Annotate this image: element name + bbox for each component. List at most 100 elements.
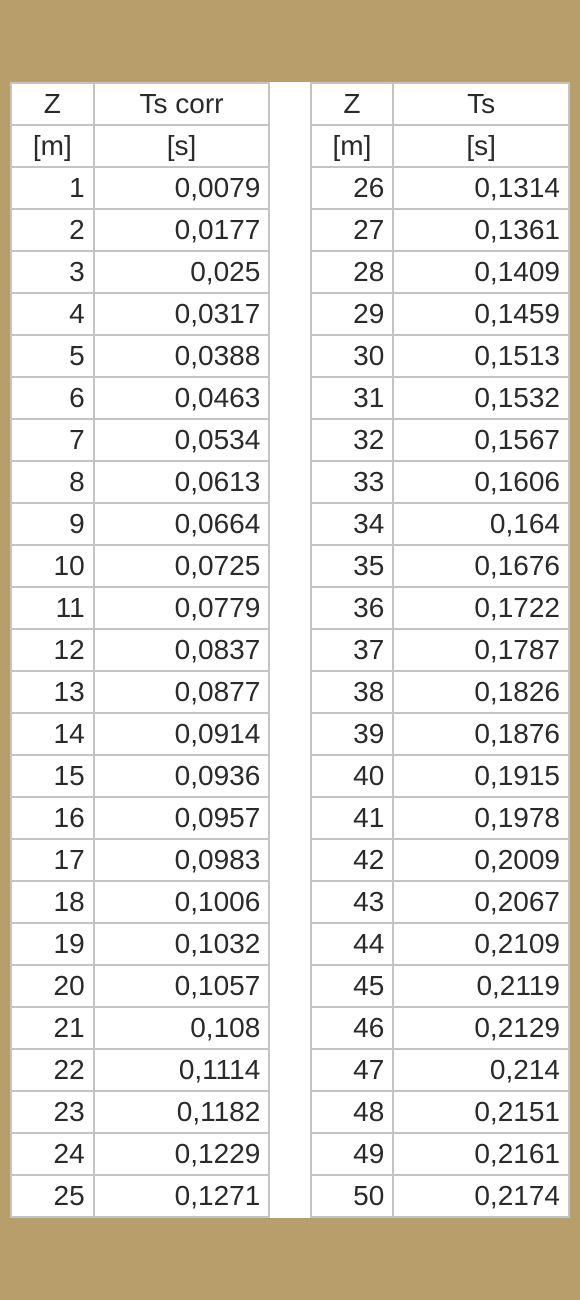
cell-z2: 46	[311, 1007, 394, 1049]
cell-gap	[269, 629, 310, 671]
cell-gap	[269, 167, 310, 209]
cell-ts1: 0,0463	[94, 377, 270, 419]
header-row-units: [m] [s] [m] [s]	[11, 125, 569, 167]
cell-gap	[269, 503, 310, 545]
cell-ts2: 0,1567	[393, 419, 569, 461]
cell-z1: 6	[11, 377, 94, 419]
cell-z2: 38	[311, 671, 394, 713]
cell-ts2: 0,1787	[393, 629, 569, 671]
cell-z1: 22	[11, 1049, 94, 1091]
cell-ts1: 0,1006	[94, 881, 270, 923]
cell-z1: 23	[11, 1091, 94, 1133]
cell-z1: 12	[11, 629, 94, 671]
table-row: 190,1032440,2109	[11, 923, 569, 965]
cell-gap	[269, 797, 310, 839]
cell-ts2: 0,1532	[393, 377, 569, 419]
cell-ts1: 0,0079	[94, 167, 270, 209]
cell-z1: 1	[11, 167, 94, 209]
cell-z2: 31	[311, 377, 394, 419]
cell-ts1: 0,0779	[94, 587, 270, 629]
cell-z2: 32	[311, 419, 394, 461]
cell-ts2: 0,1513	[393, 335, 569, 377]
table-row: 140,0914390,1876	[11, 713, 569, 755]
cell-ts1: 0,0664	[94, 503, 270, 545]
col-unit-ts2: [s]	[393, 125, 569, 167]
table-row: 210,108460,2129	[11, 1007, 569, 1049]
cell-z1: 25	[11, 1175, 94, 1217]
cell-gap	[269, 923, 310, 965]
cell-z1: 9	[11, 503, 94, 545]
cell-z1: 5	[11, 335, 94, 377]
cell-ts1: 0,1114	[94, 1049, 270, 1091]
cell-ts1: 0,1182	[94, 1091, 270, 1133]
table-row: 30,025280,1409	[11, 251, 569, 293]
cell-ts1: 0,025	[94, 251, 270, 293]
cell-ts1: 0,0983	[94, 839, 270, 881]
header-row-labels: Z Ts corr Z Ts	[11, 83, 569, 125]
cell-gap	[269, 713, 310, 755]
cell-z2: 43	[311, 881, 394, 923]
cell-z1: 10	[11, 545, 94, 587]
table-row: 90,0664 340,164	[11, 503, 569, 545]
cell-ts2: 0,1915	[393, 755, 569, 797]
cell-z1: 2	[11, 209, 94, 251]
table-row: 100,0725350,1676	[11, 545, 569, 587]
cell-z2: 37	[311, 629, 394, 671]
table-row: 230,1182480,2151	[11, 1091, 569, 1133]
cell-z1: 14	[11, 713, 94, 755]
page-container: Z Ts corr Z Ts [m] [s] [m] [s] 10,00792 6…	[0, 0, 580, 1300]
data-table: Z Ts corr Z Ts [m] [s] [m] [s] 10,00792 6…	[10, 82, 570, 1218]
cell-gap	[269, 461, 310, 503]
cell-ts2: 0,164	[393, 503, 569, 545]
cell-ts2: 0,1676	[393, 545, 569, 587]
cell-z1: 13	[11, 671, 94, 713]
cell-gap	[269, 587, 310, 629]
cell-gap	[269, 1133, 310, 1175]
cell-ts2: 0,2109	[393, 923, 569, 965]
cell-z2: 49	[311, 1133, 394, 1175]
cell-ts2: 0,1978	[393, 797, 569, 839]
cell-z1: 4	[11, 293, 94, 335]
cell-ts2: 0,1722	[393, 587, 569, 629]
cell-z2: 41	[311, 797, 394, 839]
col-header-ts1: Ts corr	[94, 83, 270, 125]
cell-ts2: 0,2067	[393, 881, 569, 923]
col-gap	[269, 83, 310, 125]
cell-ts2: 0,2161	[393, 1133, 569, 1175]
table-row: 200,1057450,2119	[11, 965, 569, 1007]
cell-gap	[269, 251, 310, 293]
col-unit-z2: [m]	[311, 125, 394, 167]
cell-z2: 47	[311, 1049, 394, 1091]
cell-ts1: 0,1057	[94, 965, 270, 1007]
table-row: 110,0779360,1722	[11, 587, 569, 629]
table-row: 80,0613330,1606	[11, 461, 569, 503]
cell-gap	[269, 293, 310, 335]
col-header-ts2: Ts	[393, 83, 569, 125]
cell-z1: 17	[11, 839, 94, 881]
cell-ts1: 0,1271	[94, 1175, 270, 1217]
cell-z2: 34	[311, 503, 394, 545]
cell-z2: 48	[311, 1091, 394, 1133]
cell-ts1: 0,0388	[94, 335, 270, 377]
cell-gap	[269, 419, 310, 461]
cell-ts1: 0,0725	[94, 545, 270, 587]
table-row: 250,1271500,2174	[11, 1175, 569, 1217]
cell-gap	[269, 881, 310, 923]
table-row: 240,1229490,2161	[11, 1133, 569, 1175]
table-row: 220,1114470,214	[11, 1049, 569, 1091]
cell-gap	[269, 1091, 310, 1133]
cell-ts2: 0,2119	[393, 965, 569, 1007]
table-row: 70,0534320,1567	[11, 419, 569, 461]
table-row: 160,0957410,1978	[11, 797, 569, 839]
cell-z1: 24	[11, 1133, 94, 1175]
table-row: 130,0877380,1826	[11, 671, 569, 713]
cell-z2: 42	[311, 839, 394, 881]
cell-z2: 45	[311, 965, 394, 1007]
table-row: 50,0388300,1513	[11, 335, 569, 377]
cell-z1: 3	[11, 251, 94, 293]
table-row: 40,0317290,1459	[11, 293, 569, 335]
cell-gap	[269, 755, 310, 797]
cell-ts1: 0,0936	[94, 755, 270, 797]
cell-ts1: 0,108	[94, 1007, 270, 1049]
table-row: 60,0463 310,1532	[11, 377, 569, 419]
